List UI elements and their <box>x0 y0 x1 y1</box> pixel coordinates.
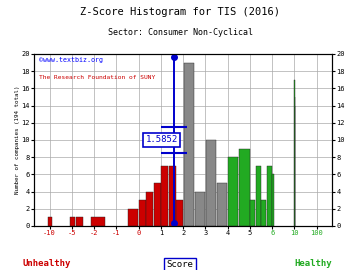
Bar <box>267 166 272 226</box>
Bar <box>154 183 161 226</box>
Text: 1.5852: 1.5852 <box>145 136 178 144</box>
Bar <box>176 200 183 226</box>
Bar <box>228 157 238 226</box>
Bar <box>146 191 153 226</box>
Bar <box>48 217 52 226</box>
Bar <box>128 209 138 226</box>
Bar <box>272 174 274 226</box>
Bar <box>161 166 168 226</box>
Bar <box>76 217 83 226</box>
Text: Z-Score Histogram for TIS (2016): Z-Score Histogram for TIS (2016) <box>80 7 280 17</box>
Bar <box>70 217 75 226</box>
Text: Score: Score <box>167 260 193 269</box>
Bar <box>250 200 255 226</box>
Bar <box>239 148 249 226</box>
Text: The Research Foundation of SUNY: The Research Foundation of SUNY <box>39 75 155 80</box>
Bar <box>168 166 176 226</box>
Bar <box>256 166 261 226</box>
Bar <box>184 63 194 226</box>
Bar <box>139 200 146 226</box>
Bar <box>206 140 216 226</box>
Bar <box>261 200 266 226</box>
Text: ©www.textbiz.org: ©www.textbiz.org <box>39 58 103 63</box>
Text: Unhealthy: Unhealthy <box>23 259 71 268</box>
Bar <box>195 191 205 226</box>
Text: Sector: Consumer Non-Cyclical: Sector: Consumer Non-Cyclical <box>108 28 252 37</box>
Bar <box>91 217 105 226</box>
Y-axis label: Number of companies (194 total): Number of companies (194 total) <box>15 86 20 194</box>
Bar <box>217 183 227 226</box>
Text: Healthy: Healthy <box>294 259 332 268</box>
